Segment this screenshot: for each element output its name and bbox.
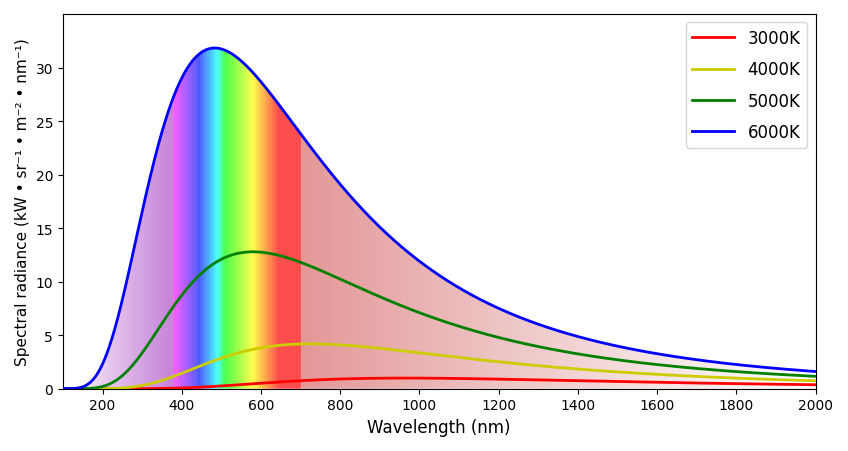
3000K (650, 380, 661, 385)
6000K (811, 369, 821, 374)
5000K (96, 384, 106, 390)
X-axis label: Wavelength (nm): Wavelength (nm) (367, 418, 511, 436)
5000K (248, 249, 258, 255)
6000K (789, 367, 799, 373)
4000K (789, 377, 799, 383)
3000K (401, 376, 411, 381)
5000K (424, 314, 434, 319)
6000K (424, 266, 434, 272)
Legend: 3000K, 4000K, 5000K, 6000K: 3000K, 4000K, 5000K, 6000K (686, 23, 807, 148)
Line: 5000K: 5000K (63, 252, 816, 389)
5000K (404, 306, 415, 312)
3000K (789, 382, 799, 387)
4000K (650, 372, 661, 377)
6000K (58, 386, 68, 391)
4000K (96, 386, 106, 391)
5000K (789, 373, 799, 378)
3000K (404, 376, 415, 381)
Line: 6000K: 6000K (63, 49, 816, 389)
5000K (811, 374, 821, 379)
4000K (58, 386, 68, 391)
3000K (811, 382, 821, 387)
Line: 3000K: 3000K (63, 378, 816, 389)
6000K (650, 351, 661, 356)
4000K (811, 378, 821, 384)
6000K (789, 368, 799, 373)
3000K (96, 386, 106, 391)
4000K (305, 341, 315, 347)
5000K (58, 386, 68, 391)
5000K (650, 362, 661, 368)
3000K (424, 376, 434, 381)
6000K (96, 364, 106, 369)
5000K (789, 373, 799, 378)
4000K (424, 351, 434, 357)
4000K (789, 377, 799, 383)
6000K (209, 46, 220, 51)
4000K (404, 349, 415, 354)
6000K (404, 251, 415, 256)
3000K (789, 382, 799, 387)
3000K (58, 386, 68, 391)
Line: 4000K: 4000K (63, 344, 816, 389)
Y-axis label: Spectral radiance (kW • sr⁻¹ • m⁻² • nm⁻¹): Spectral radiance (kW • sr⁻¹ • m⁻² • nm⁻… (15, 38, 30, 365)
